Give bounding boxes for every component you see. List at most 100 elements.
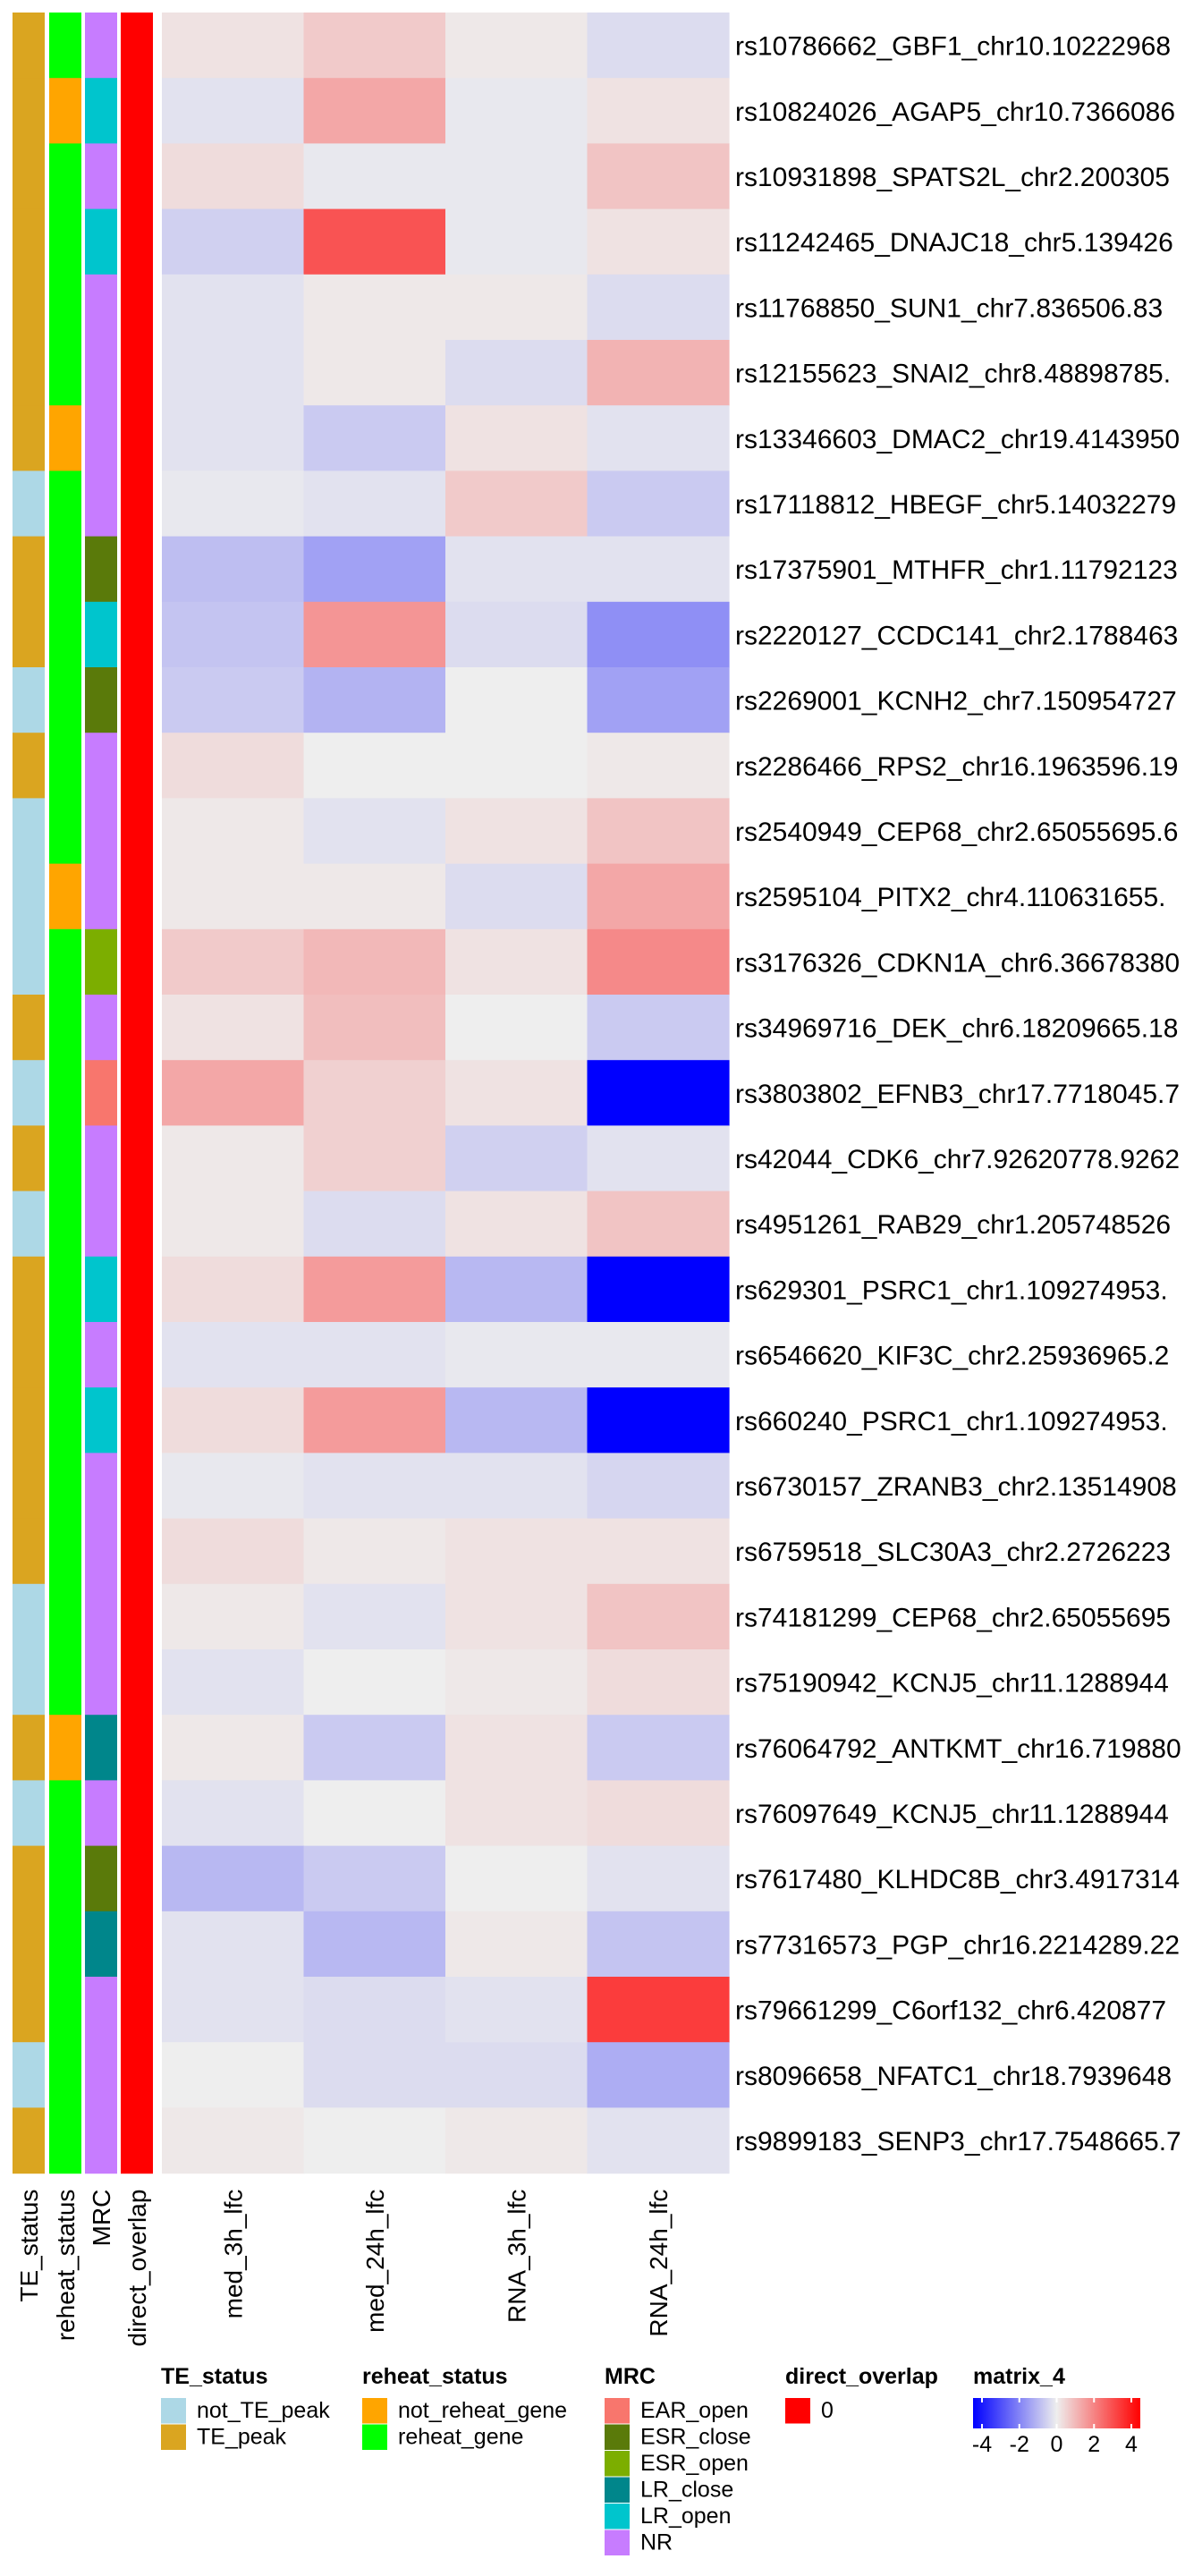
annotation-cell-direct_overlap — [121, 1780, 153, 1847]
annotation-cell-direct_overlap — [121, 1583, 153, 1650]
annotation-cell-reheat_status — [49, 405, 81, 471]
row-label: rs8096658_NFATC1_chr18.7939648 — [735, 2062, 1172, 2091]
heatmap-cell — [587, 1125, 730, 1192]
annotation-cell-direct_overlap — [121, 1911, 153, 1978]
heatmap-cell — [303, 733, 446, 799]
row-label: rs629301_PSRC1_chr1.109274953. — [735, 1275, 1168, 1305]
row-label: rs6546620_KIF3C_chr2.25936965.2 — [735, 1342, 1169, 1371]
row-label: rs79661299_C6orf132_chr6.420877 — [735, 1996, 1166, 2026]
heatmap-cell — [162, 208, 305, 275]
heatmap-cell — [303, 1583, 446, 1650]
annotation-cell-reheat_status — [49, 667, 81, 733]
row-label: rs6759518_SLC30A3_chr2.2726223 — [735, 1538, 1171, 1567]
heatmap-cell — [587, 2107, 730, 2174]
annotation-cell-MRC — [85, 995, 117, 1061]
colorbar-tick-label: -2 — [1010, 2432, 1029, 2457]
row-label: rs2540949_CEP68_chr2.65055695.6 — [735, 818, 1178, 847]
legend-item-label: reheat_gene — [398, 2425, 523, 2450]
heatmap-cell — [587, 1518, 730, 1585]
annotation-cell-reheat_status — [49, 1191, 81, 1258]
legend-swatch — [605, 2424, 630, 2450]
annotation-cell-direct_overlap — [121, 470, 153, 538]
heatmap-cell — [162, 798, 305, 865]
row-label: rs11768850_SUN1_chr7.836506.83 — [735, 293, 1163, 323]
annotation-cell-reheat_status — [49, 601, 81, 668]
heatmap-cell — [303, 340, 446, 406]
heatmap-cell — [303, 470, 446, 538]
annotation-cell-TE_status — [13, 995, 45, 1061]
heatmap-cell — [587, 1322, 730, 1388]
annotation-cell-MRC — [85, 667, 117, 733]
heatmap-cell — [303, 863, 446, 930]
annotation-cell-reheat_status — [49, 340, 81, 406]
annotation-cell-MRC — [85, 1060, 117, 1126]
annotation-cell-TE_status — [13, 798, 45, 865]
annotation-cell-direct_overlap — [121, 2042, 153, 2108]
row-label: rs12155623_SNAI2_chr8.48898785. — [735, 360, 1171, 389]
heatmap-cell — [587, 1649, 730, 1716]
annotation-cell-direct_overlap — [121, 1256, 153, 1323]
annotation-cell-MRC — [85, 274, 117, 341]
heatmap-cell — [162, 995, 305, 1061]
annotation-cell-TE_status — [13, 1977, 45, 2043]
row-label: rs660240_PSRC1_chr1.109274953. — [735, 1407, 1168, 1436]
annotation-cell-direct_overlap — [121, 2107, 153, 2174]
annotation-cell-reheat_status — [49, 1911, 81, 1978]
annotation-cell-MRC — [85, 1649, 117, 1716]
legend-swatch — [605, 2398, 630, 2424]
heatmap-cell — [445, 1518, 588, 1585]
annotation-cell-TE_status — [13, 470, 45, 538]
annotation-cell-MRC — [85, 1191, 117, 1258]
annotation-cell-MRC — [85, 1845, 117, 1912]
annotation-cell-reheat_status — [49, 995, 81, 1061]
heatmap-cell — [162, 470, 305, 538]
annotation-cell-MRC — [85, 2107, 117, 2174]
heatmap-cell — [587, 208, 730, 275]
annotation-cell-direct_overlap — [121, 536, 153, 603]
heatmap-cell — [445, 995, 588, 1061]
annotation-cell-TE_status — [13, 1649, 45, 1716]
annotation-cell-MRC — [85, 1911, 117, 1978]
legend-item-label: EAR_open — [640, 2398, 749, 2423]
annotation-cell-direct_overlap — [121, 1060, 153, 1126]
heatmap-cell — [303, 1518, 446, 1585]
legend-item-label: ESR_open — [640, 2451, 749, 2476]
heatmap-cell — [587, 1256, 730, 1323]
annotation-cell-TE_status — [13, 1715, 45, 1781]
annotation-cell-MRC — [85, 1453, 117, 1520]
heatmap-cell — [162, 863, 305, 930]
heatmap-cell — [445, 78, 588, 144]
heatmap-cell — [445, 536, 588, 603]
annotation-cell-reheat_status — [49, 798, 81, 865]
heatmap-cell — [162, 1125, 305, 1192]
annotation-cell-direct_overlap — [121, 601, 153, 668]
heatmap-cell — [445, 1191, 588, 1258]
annotation-cell-reheat_status — [49, 2107, 81, 2174]
colorbar-tick-label: -4 — [972, 2432, 992, 2457]
heatmap-cell — [303, 274, 446, 341]
annotation-cell-reheat_status — [49, 1649, 81, 1716]
annotation-cell-MRC — [85, 536, 117, 603]
annotation-cell-direct_overlap — [121, 1322, 153, 1388]
row-label: rs4951261_RAB29_chr1.205748526 — [735, 1210, 1171, 1240]
heatmap-cell — [162, 1583, 305, 1650]
annotation-cell-direct_overlap — [121, 733, 153, 799]
annotation-cell-reheat_status — [49, 13, 81, 79]
annotation-cell-reheat_status — [49, 274, 81, 341]
heatmap-cell — [445, 405, 588, 471]
heatmap-cell — [587, 1387, 730, 1453]
annotation-cell-MRC — [85, 1256, 117, 1323]
heatmap-cell — [303, 928, 446, 996]
annotation-column-label: TE_status — [15, 2190, 43, 2302]
annotation-cell-TE_status — [13, 536, 45, 603]
annotation-cell-TE_status — [13, 2042, 45, 2108]
heatmap-cell — [587, 1453, 730, 1520]
heatmap-cell — [303, 667, 446, 733]
annotation-cell-direct_overlap — [121, 798, 153, 865]
heatmap-cell — [162, 601, 305, 668]
annotation-cell-TE_status — [13, 667, 45, 733]
heatmap-cell — [162, 1191, 305, 1258]
heatmap-cell — [587, 2042, 730, 2108]
row-label: rs6730157_ZRANB3_chr2.13514908 — [735, 1472, 1177, 1502]
row-label: rs2220127_CCDC141_chr2.1788463 — [735, 621, 1178, 650]
